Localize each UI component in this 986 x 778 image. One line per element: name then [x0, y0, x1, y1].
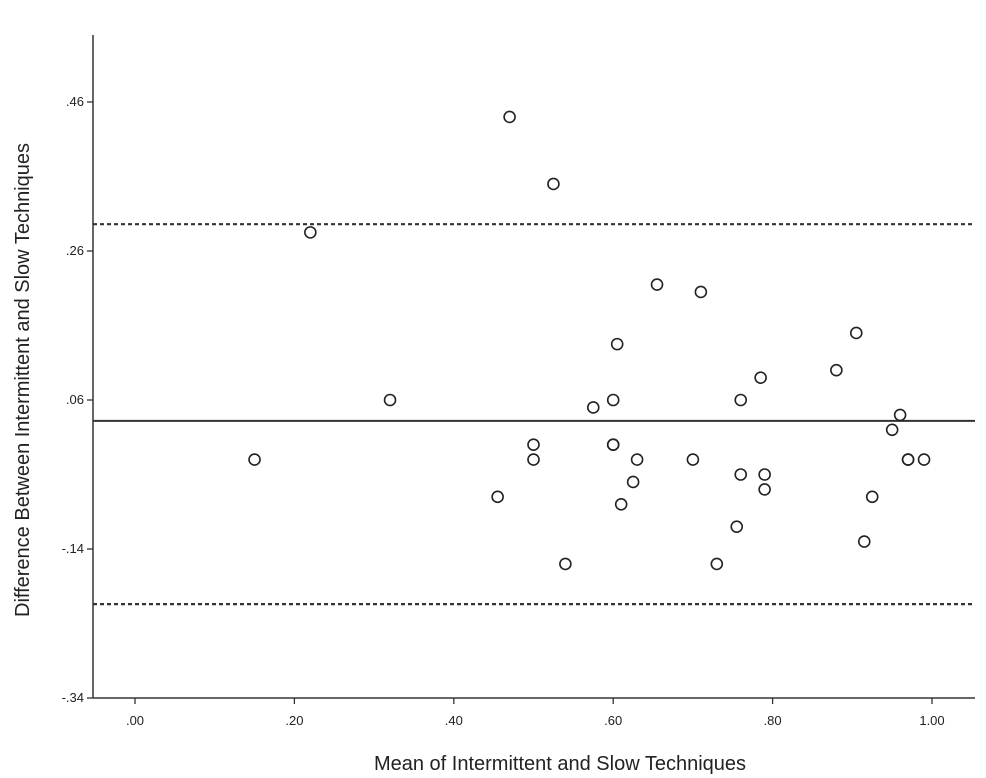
data-point	[304, 226, 317, 239]
y-axis-ticks: -.34 -.14 .06 .26 .46	[62, 94, 93, 705]
data-point	[547, 177, 560, 191]
y-tick-label: .26	[66, 243, 84, 258]
data-point	[830, 363, 843, 377]
y-tick-label: .46	[66, 94, 84, 109]
data-point	[710, 557, 724, 571]
data-point	[527, 438, 540, 452]
y-axis-label: Difference Between Intermittent and Slow…	[12, 143, 34, 617]
y-tick-label: -.14	[62, 541, 84, 556]
data-point	[248, 453, 261, 466]
x-tick-label: .00	[126, 713, 144, 728]
reference-lines	[93, 223, 975, 606]
data-points	[248, 110, 931, 571]
x-tick-label: .80	[764, 713, 782, 728]
x-tick-label: .40	[445, 713, 463, 728]
data-point	[893, 408, 907, 422]
data-point	[586, 401, 600, 414]
data-point	[630, 453, 644, 466]
data-point	[527, 453, 540, 466]
data-point	[686, 453, 700, 466]
data-point	[626, 475, 640, 489]
data-point	[491, 490, 504, 504]
data-point	[758, 468, 771, 481]
y-tick-label: -.34	[62, 690, 84, 705]
data-point	[865, 490, 879, 504]
data-point	[610, 337, 624, 351]
x-tick-label: .60	[604, 713, 622, 728]
data-point	[885, 423, 899, 437]
data-point	[917, 453, 931, 466]
data-point	[734, 468, 748, 481]
y-tick-label: .06	[66, 392, 84, 407]
x-axis-label: Mean of Intermittent and Slow Techniques	[374, 753, 746, 775]
data-point	[650, 278, 664, 291]
data-point	[901, 453, 915, 466]
data-point	[383, 393, 397, 407]
data-point	[754, 371, 767, 384]
data-point	[503, 110, 516, 124]
data-point	[606, 438, 620, 452]
axes	[92, 35, 975, 699]
data-point	[694, 285, 708, 299]
data-point	[606, 393, 620, 407]
data-point	[734, 393, 748, 407]
data-point	[857, 535, 871, 548]
data-point	[849, 326, 863, 340]
data-point	[758, 483, 771, 496]
x-tick-label: 1.00	[919, 713, 944, 728]
x-axis-ticks: .00 .20 .40 .60 .80 1.00	[126, 698, 945, 728]
data-point	[730, 520, 744, 533]
data-point	[559, 557, 572, 571]
x-tick-label: .20	[285, 713, 303, 728]
data-point	[614, 497, 628, 511]
